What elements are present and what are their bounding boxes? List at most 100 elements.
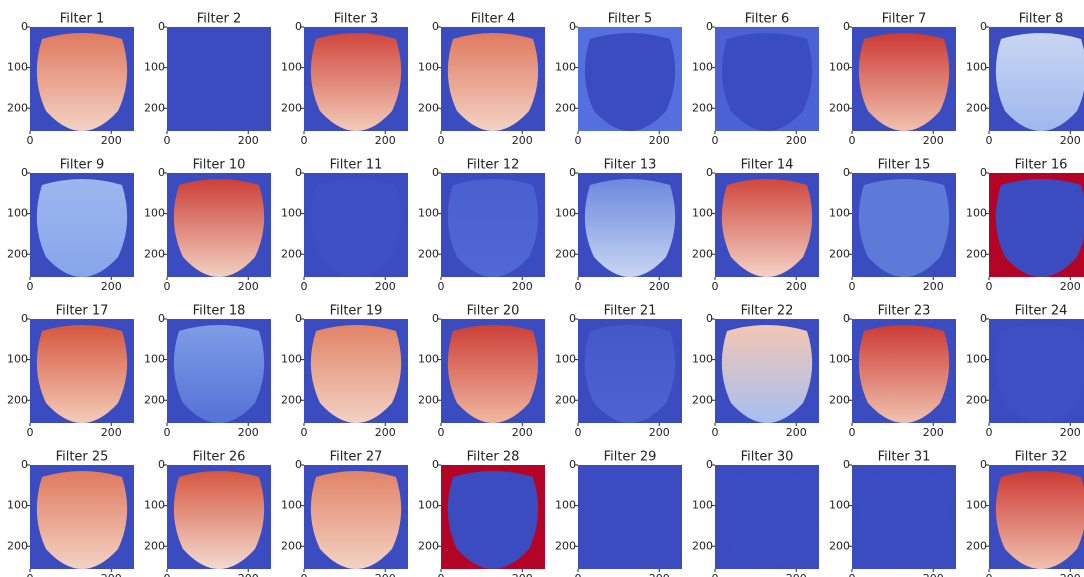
y-tick-label: 200 [692,539,713,552]
y-tick-label: 0 [21,20,28,33]
x-tick-label: 200 [1060,426,1081,439]
x-tick-label: 200 [238,426,259,439]
panel: Filter 30 0 100 200 0 200 [692,450,819,577]
x-tick-label: 0 [712,134,719,147]
panel-title: Filter 22 [741,304,794,319]
x-tick-label: 0 [438,572,445,577]
x-tick-label: 200 [375,572,396,577]
x-tick-label: 200 [238,134,259,147]
panel-title: Filter 30 [741,450,794,465]
x-tick-label: 200 [101,426,122,439]
y-tick-label: 0 [706,458,713,471]
y-tick-label: 100 [281,353,302,366]
y-tick-label: 0 [158,166,165,179]
panel: Filter 501002000200 [555,12,682,148]
y-tick-label: 0 [432,312,439,325]
y-tick-label: 200 [7,247,28,260]
x-tick-label: 0 [712,572,719,577]
y-tick-label: 100 [281,499,302,512]
panel-title: Filter 19 [330,304,383,319]
y-tick-label: 200 [829,101,850,114]
panel: Filter 1001002000200 [144,158,271,294]
y-tick-label: 100 [418,353,439,366]
y-tick-label: 100 [692,207,713,220]
y-tick-label: 100 [555,61,576,74]
y-tick-label: 0 [980,20,987,33]
x-tick-label: 0 [986,426,993,439]
y-tick-label: 0 [569,20,576,33]
panel: Filter 801002000200 [966,12,1084,148]
y-tick-label: 0 [21,312,28,325]
y-tick-label: 100 [692,61,713,74]
x-tick-label: 0 [849,426,856,439]
x-tick-label: 0 [575,426,582,439]
x-tick-label: 200 [238,572,259,577]
panel: Filter 2801002000200 [418,450,545,577]
panel-title: Filter 29 [604,450,657,465]
y-tick-label: 100 [966,353,987,366]
y-tick-label: 0 [706,312,713,325]
y-tick-label: 0 [980,166,987,179]
y-tick-label: 0 [432,458,439,471]
x-tick-label: 200 [375,426,396,439]
y-tick-label: 100 [829,353,850,366]
y-tick-label: 200 [692,247,713,260]
panel: Filter 2601002000200 [144,450,271,577]
x-tick-label: 0 [301,572,308,577]
panel-title: Filter 25 [56,450,109,465]
y-tick-label: 100 [418,61,439,74]
y-tick-label: 200 [555,247,576,260]
x-tick-label: 200 [1060,572,1081,577]
x-tick-label: 200 [238,280,259,293]
y-tick-label: 100 [7,499,28,512]
x-tick-label: 200 [101,572,122,577]
y-tick-label: 200 [281,101,302,114]
y-tick-label: 0 [843,312,850,325]
y-tick-label: 200 [281,539,302,552]
y-tick-label: 200 [7,101,28,114]
y-tick-label: 0 [706,166,713,179]
panel: Filter 301002000200 [281,12,408,148]
x-tick-label: 200 [786,572,807,577]
x-tick-label: 200 [649,572,670,577]
x-tick-label: 200 [649,280,670,293]
x-tick-label: 200 [649,426,670,439]
y-tick-label: 100 [829,207,850,220]
y-tick-label: 200 [966,393,987,406]
y-tick-label: 0 [432,20,439,33]
y-tick-label: 100 [555,499,576,512]
panel: Filter 2101002000200 [555,304,682,440]
y-tick-label: 100 [966,207,987,220]
panel-title: Filter 9 [60,158,105,173]
panel: Filter 1501002000200 [829,158,956,294]
panel-title: Filter 2 [197,12,242,27]
y-tick-label: 0 [706,20,713,33]
y-tick-label: 0 [569,312,576,325]
y-tick-label: 100 [829,499,850,512]
y-tick-label: 200 [555,393,576,406]
y-tick-label: 0 [569,458,576,471]
y-tick-label: 0 [158,458,165,471]
y-tick-label: 100 [966,61,987,74]
x-tick-label: 0 [575,134,582,147]
y-tick-label: 100 [281,207,302,220]
panel: Filter 1701002000200 [7,304,134,440]
panel-title: Filter 8 [1019,12,1064,27]
y-tick-label: 100 [144,499,165,512]
x-tick-label: 200 [786,134,807,147]
y-tick-label: 200 [7,539,28,552]
x-tick-label: 0 [27,572,34,577]
y-tick-label: 100 [692,499,713,512]
panel: Filter 1801002000200 [144,304,271,440]
x-tick-label: 200 [786,426,807,439]
x-tick-label: 0 [164,426,171,439]
x-tick-label: 0 [27,280,34,293]
panel-title: Filter 6 [745,12,790,27]
y-tick-label: 0 [843,166,850,179]
